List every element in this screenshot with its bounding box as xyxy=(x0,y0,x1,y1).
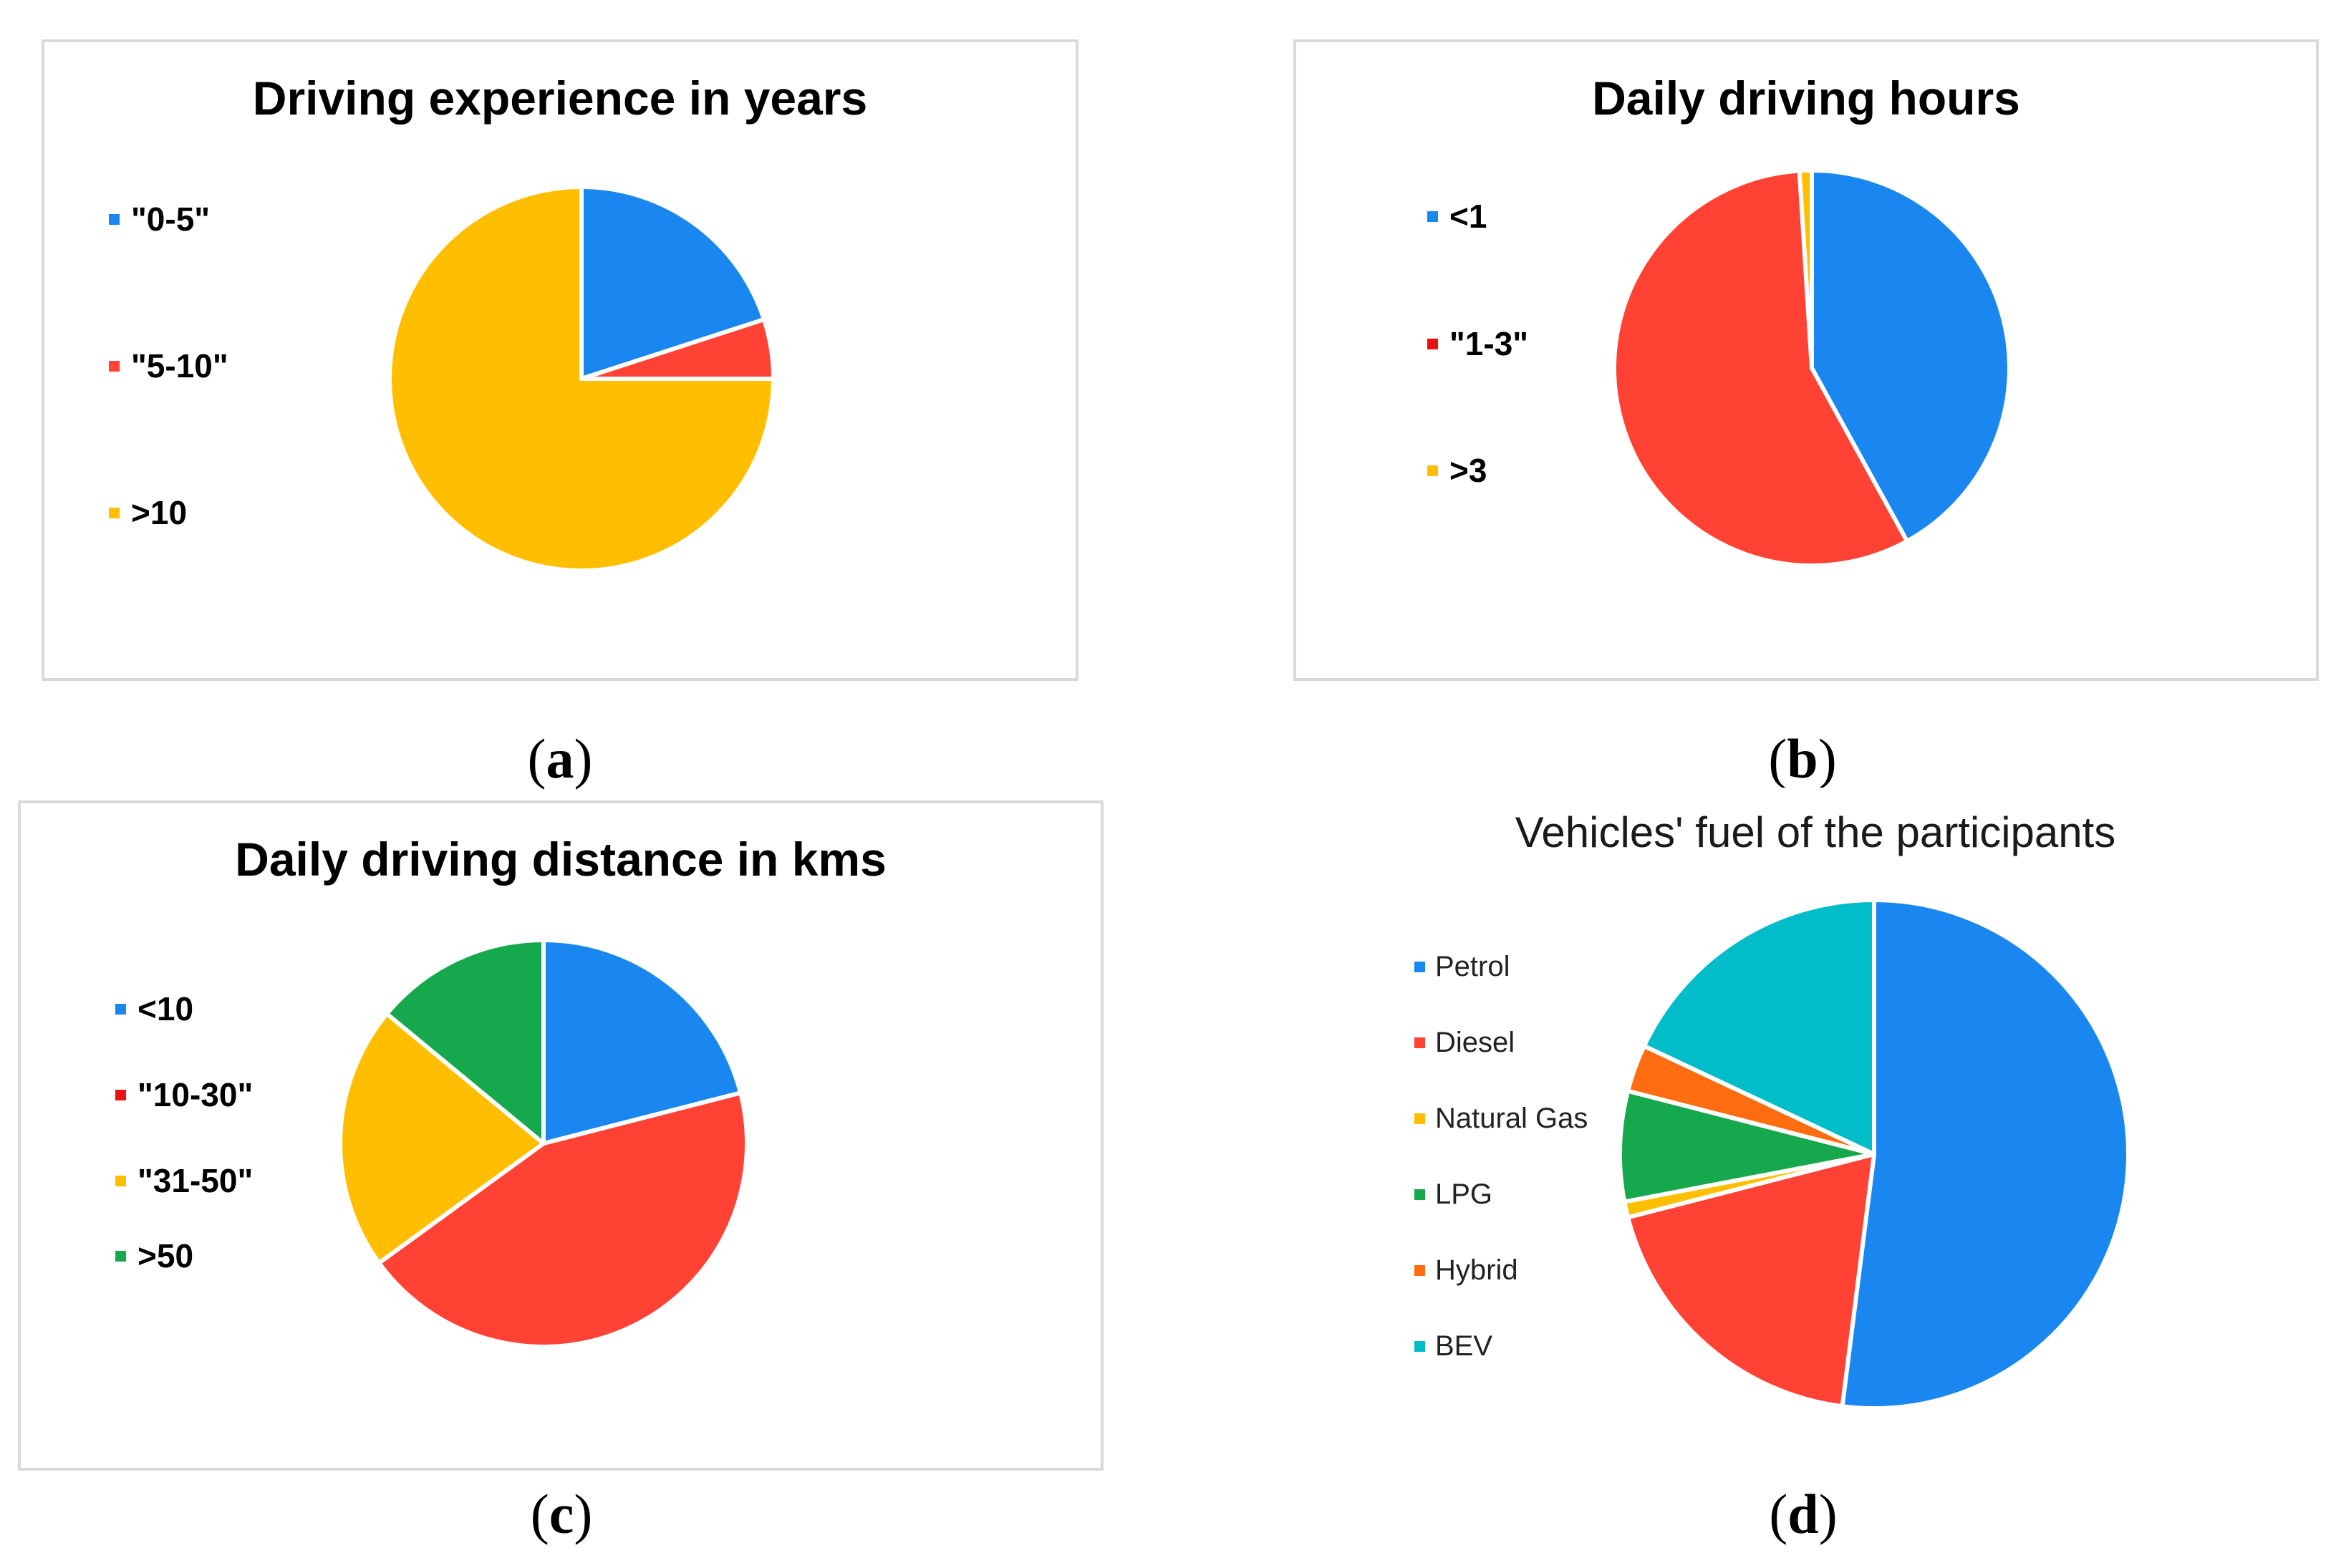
pie-slice-10-30 xyxy=(377,1090,750,1349)
pie-slice-0-5 xyxy=(579,185,766,381)
caption-letter: a xyxy=(546,727,574,790)
legend-swatch xyxy=(1414,1341,1425,1352)
legend-swatch xyxy=(109,360,120,372)
pie-slice-diesel xyxy=(1626,1152,1876,1409)
legend-swatch xyxy=(115,1089,126,1100)
legend-label: Natural Gas xyxy=(1435,1103,1588,1134)
figure-caption: (b) xyxy=(1768,727,1837,790)
legend-label: Petrol xyxy=(1435,951,1510,982)
legend-swatch xyxy=(109,213,120,225)
chart-panel-b: Daily driving hours <1 "1-3" >3 xyxy=(1293,39,2319,681)
legend-item: "1-3" xyxy=(1427,324,1528,363)
legend-item: >50 xyxy=(115,1237,193,1275)
legend-item: "10-30" xyxy=(115,1075,253,1114)
legend-item: <10 xyxy=(115,989,193,1028)
legend-label: >3 xyxy=(1449,452,1487,489)
legend-item: LPG xyxy=(1414,1179,1492,1211)
legend-swatch xyxy=(1414,1189,1425,1200)
legend-item: "0-5" xyxy=(109,200,210,238)
legend-label: >50 xyxy=(137,1237,194,1274)
legend-label: "10-30" xyxy=(137,1076,254,1113)
figure-caption: (d) xyxy=(1769,1483,1838,1545)
legend-item: "5-10" xyxy=(109,347,228,385)
legend-item: Diesel xyxy=(1414,1027,1515,1059)
pie-slice-1-3 xyxy=(1612,168,1909,568)
chart-panel-a: Driving experience in years "0-5" "5-10"… xyxy=(42,39,1078,681)
legend-label: "5-10" xyxy=(131,347,228,384)
legend-label: <10 xyxy=(137,990,194,1027)
pie-slice-lpg xyxy=(1618,1088,1876,1204)
pie-slice-petrol xyxy=(1840,898,2130,1410)
legend-item: >3 xyxy=(1427,451,1487,490)
chart-title: Daily driving hours xyxy=(1592,72,2020,125)
chart-title: Vehicles' fuel of the participants xyxy=(1515,808,2116,856)
legend-swatch xyxy=(1414,1113,1425,1124)
figure-caption: (a) xyxy=(527,727,593,790)
legend-item: Natural Gas xyxy=(1414,1103,1588,1135)
legend-item: Petrol xyxy=(1414,951,1510,983)
legend-item: BEV xyxy=(1414,1330,1492,1363)
legend-label: "0-5" xyxy=(131,200,211,238)
pie-chart xyxy=(387,185,776,573)
legend-label: >10 xyxy=(131,494,188,531)
figure-caption: (c) xyxy=(530,1483,593,1545)
legend-item: >10 xyxy=(109,493,187,532)
pie-slice-10 xyxy=(541,938,743,1146)
caption-letter: c xyxy=(549,1483,574,1545)
legend-item: "31-50" xyxy=(115,1161,253,1200)
pie-chart xyxy=(1618,898,2130,1410)
legend-swatch xyxy=(1414,962,1425,972)
legend-swatch xyxy=(1414,1037,1425,1048)
chart-panel-c: Daily driving distance in kms <10 "10-30… xyxy=(18,800,1104,1471)
legend-swatch xyxy=(109,507,120,518)
legend-swatch xyxy=(1427,465,1438,476)
legend-swatch xyxy=(115,1003,126,1015)
legend-swatch xyxy=(1414,1265,1425,1276)
pie-slice-3 xyxy=(1797,168,1814,370)
legend-item: Hybrid xyxy=(1414,1254,1518,1287)
legend-swatch xyxy=(115,1250,126,1262)
caption-letter: b xyxy=(1787,727,1818,790)
pie-slice-31-50 xyxy=(338,1011,546,1265)
legend-swatch xyxy=(1427,210,1438,222)
pie-slice-10 xyxy=(387,185,776,573)
legend-item: <1 xyxy=(1427,197,1487,236)
pie-slice-bev xyxy=(1641,898,1876,1156)
chart-panel-d: Vehicles' fuel of the participants Petro… xyxy=(1318,788,2313,1461)
chart-title: Daily driving distance in kms xyxy=(235,833,887,886)
caption-letter: d xyxy=(1787,1483,1819,1545)
legend-label: Hybrid xyxy=(1435,1254,1518,1286)
legend-swatch xyxy=(1427,338,1438,349)
legend-swatch xyxy=(115,1175,126,1186)
legend-label: <1 xyxy=(1449,198,1487,235)
pie-slice-50 xyxy=(385,938,546,1146)
chart-title: Driving experience in years xyxy=(252,72,868,125)
pie-slice-1 xyxy=(1810,168,2012,543)
legend-label: BEV xyxy=(1435,1330,1493,1362)
legend-label: Diesel xyxy=(1435,1027,1515,1058)
pie-chart xyxy=(1612,168,2012,568)
legend-label: LPG xyxy=(1435,1179,1493,1210)
pie-chart xyxy=(338,938,750,1349)
legend-label: "31-50" xyxy=(137,1162,254,1199)
legend-label: "1-3" xyxy=(1449,325,1529,362)
